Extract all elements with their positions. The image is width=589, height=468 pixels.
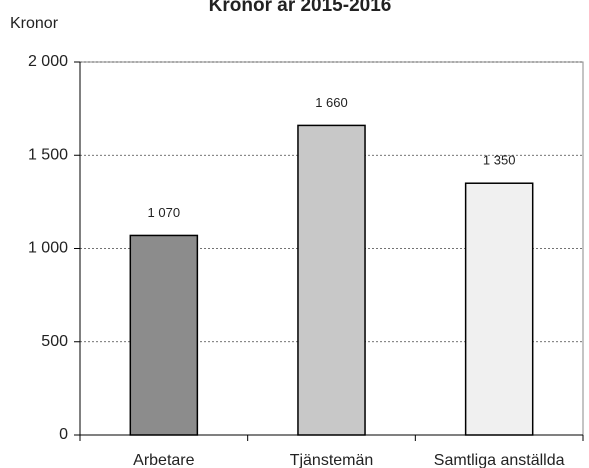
y-tick-label: 0 <box>59 426 68 443</box>
y-tick-label: 2 000 <box>28 53 68 70</box>
x-tick-label: Samtliga anställda <box>434 452 565 468</box>
y-axis-label: Kronor <box>10 15 59 32</box>
x-tick-label: Tjänstemän <box>290 452 374 468</box>
bar <box>297 124 366 436</box>
y-tick-label: 1 500 <box>28 146 68 163</box>
bar <box>129 234 199 436</box>
value-label: 1 350 <box>483 153 516 168</box>
x-tick-label: Arbetare <box>133 452 194 468</box>
value-label: 1 070 <box>148 205 181 220</box>
bar <box>464 182 534 436</box>
y-tick-label: 500 <box>41 333 68 350</box>
y-tick-label: 1 000 <box>28 240 68 257</box>
value-label: 1 660 <box>315 95 348 110</box>
chart-title: Kronor år 2015-2016 <box>209 0 392 16</box>
